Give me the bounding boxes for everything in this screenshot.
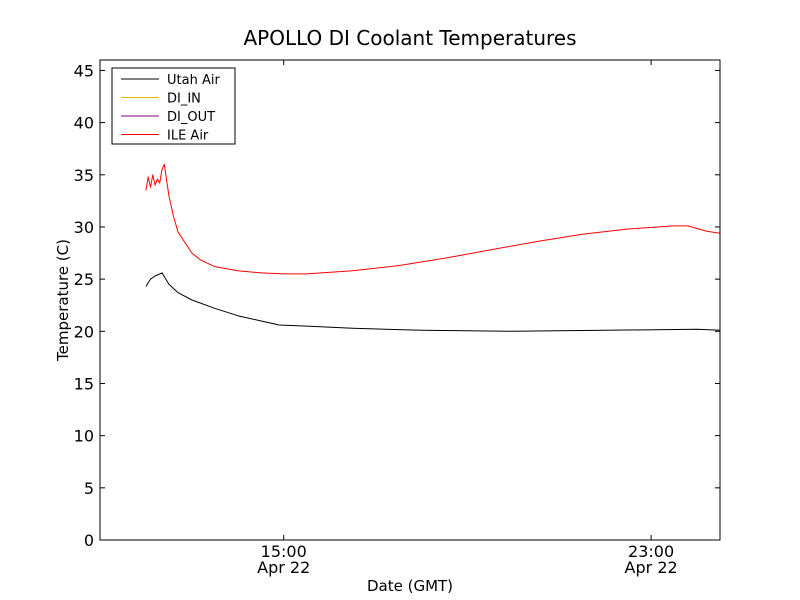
- y-tick-label: 30: [74, 218, 94, 237]
- y-tick-label: 20: [74, 322, 94, 341]
- legend: Utah Air DI_IN DI_OUT ILE Air: [111, 67, 236, 145]
- legend-box: [111, 67, 236, 145]
- legend-label: Utah Air: [167, 73, 220, 88]
- x-tick-time-label: 15:00: [261, 542, 307, 561]
- y-tick-label: 45: [74, 61, 94, 80]
- chart-title: APOLLO DI Coolant Temperatures: [243, 26, 576, 50]
- y-tick-label: 10: [74, 427, 94, 446]
- y-tick-label: 25: [74, 270, 94, 289]
- y-tick-label: 15: [74, 374, 94, 393]
- legend-label: DI_OUT: [167, 110, 215, 125]
- plot-area-frame: [99, 59, 721, 541]
- legend-label: ILE Air: [167, 129, 209, 144]
- y-axis: 0 5 10 15 20 25 30 35 40 45: [74, 61, 720, 550]
- x-tick-date-label: Apr 22: [257, 558, 310, 577]
- x-tick-time-label: 23:00: [628, 542, 674, 561]
- x-tick-date-label: Apr 22: [625, 558, 678, 577]
- y-axis-title: Temperature (C): [54, 239, 72, 362]
- legend-label: DI_IN: [167, 92, 201, 107]
- y-tick-label: 5: [84, 479, 94, 498]
- y-tick-label: 35: [74, 166, 94, 185]
- y-tick-label: 40: [74, 114, 94, 133]
- y-tick-label: 0: [84, 531, 94, 550]
- x-axis-title: Date (GMT): [367, 577, 453, 595]
